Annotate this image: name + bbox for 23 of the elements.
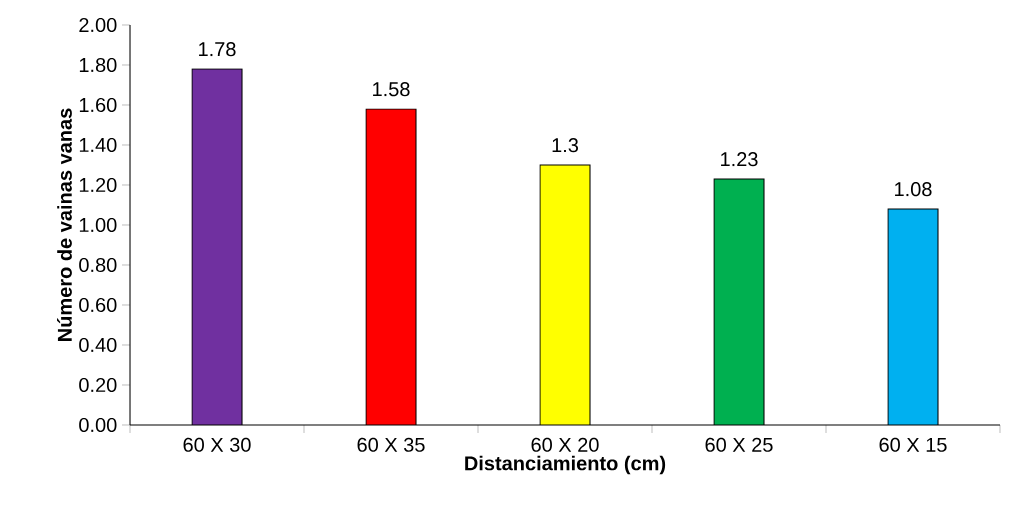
y-tick-label: 1.60	[79, 97, 117, 113]
y-tick-label: 1.20	[79, 177, 117, 193]
y-tick-label: 0.60	[79, 297, 117, 313]
data-label: 1.23	[721, 152, 758, 167]
y-tick-label: 2.00	[79, 17, 117, 33]
x-tick-label: 60 X 20	[531, 437, 599, 452]
x-tick-label: 60 X 25	[705, 437, 773, 452]
data-label: 1.3	[552, 138, 579, 153]
x-axis-title: Distanciamiento (cm)	[465, 455, 666, 475]
x-tick-label: 60 X 15	[879, 437, 947, 452]
y-tick-label: 0.20	[79, 377, 117, 393]
x-tick-label: 60 X 35	[357, 437, 425, 452]
data-label: 1.58	[373, 82, 410, 97]
y-tick-label: 1.00	[79, 217, 117, 233]
x-tick-label: 60 X 30	[183, 437, 251, 452]
y-tick-label: 0.40	[79, 337, 117, 353]
data-label: 1.08	[895, 182, 932, 197]
y-axis-title: Número de vainas vanas	[57, 108, 72, 341]
y-tick-label: 0.00	[79, 417, 117, 433]
data-label: 1.78	[199, 42, 236, 57]
y-tick-label: 1.80	[79, 57, 117, 73]
y-tick-label: 1.40	[79, 137, 117, 153]
y-tick-label: 0.80	[79, 257, 117, 273]
